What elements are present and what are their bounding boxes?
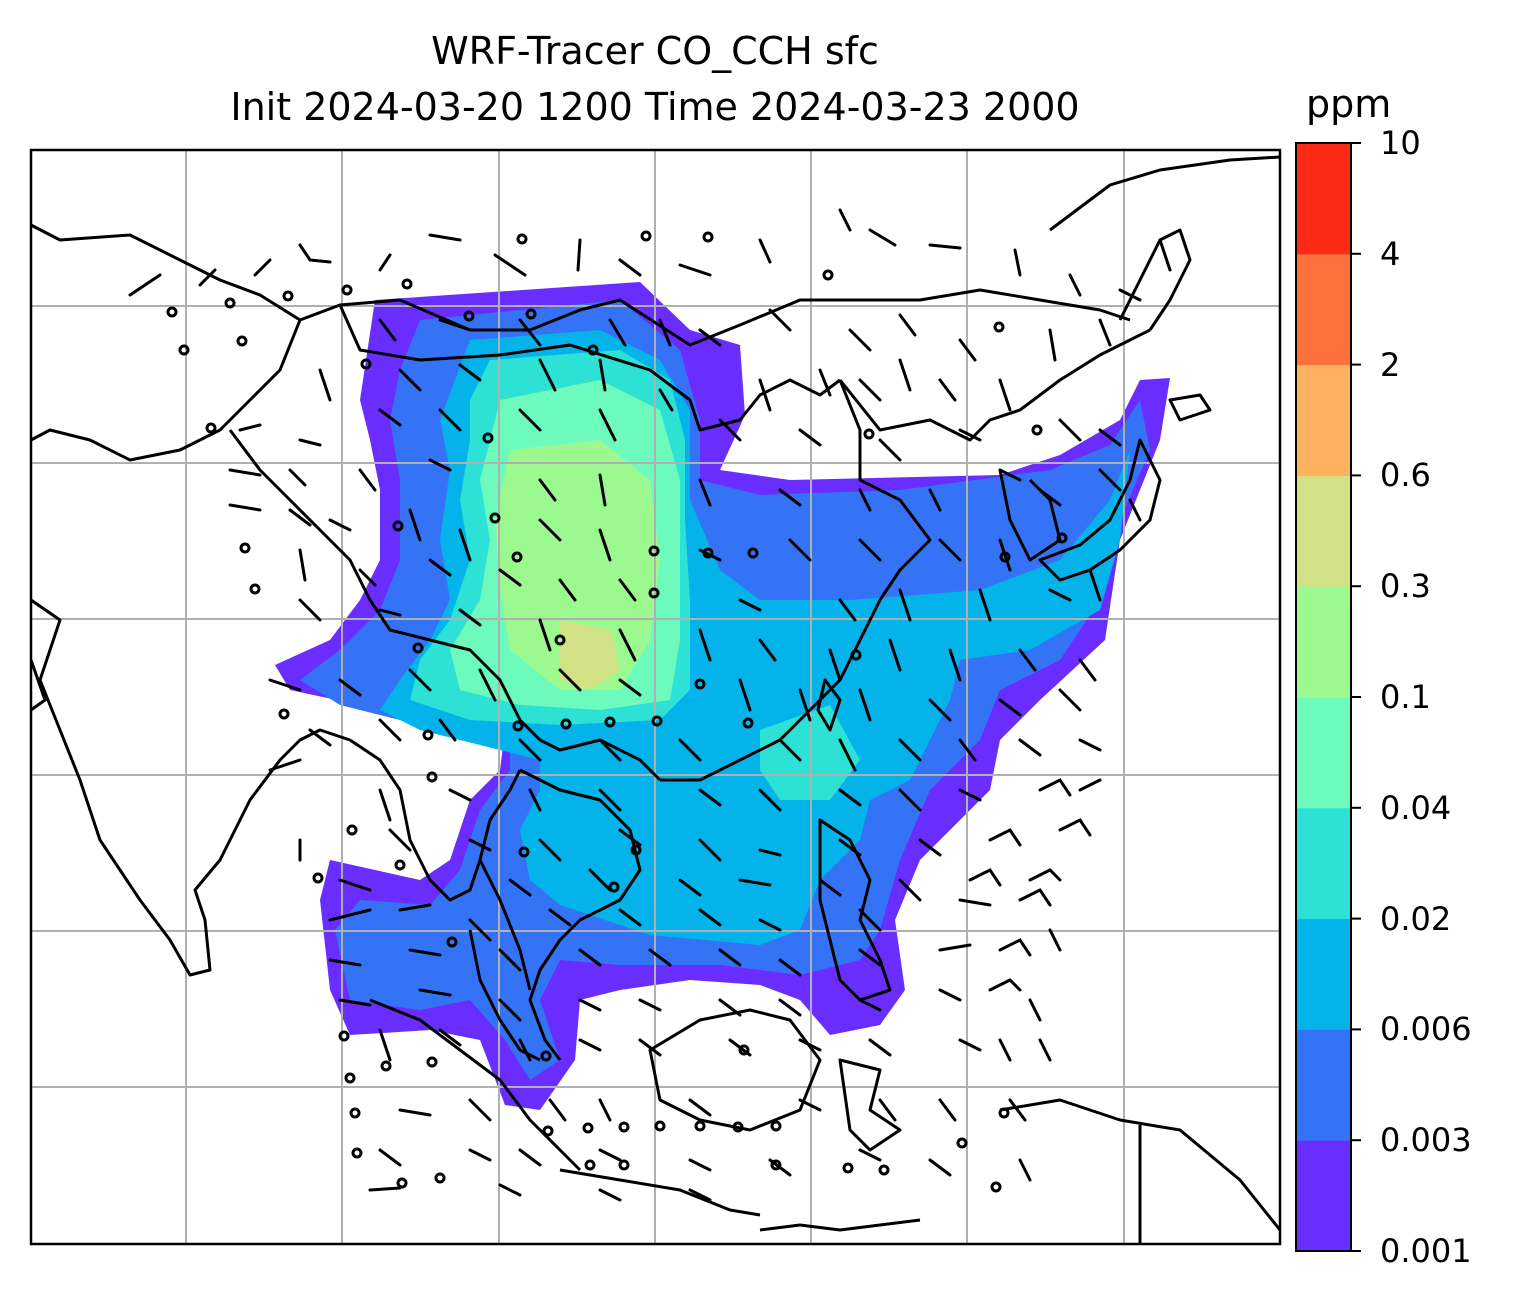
colorbar-tick-label: 0.04	[1380, 788, 1452, 827]
colorbar-bin-6	[1296, 475, 1351, 587]
colorbar-bin-1	[1296, 1029, 1351, 1141]
tracer-field	[275, 282, 1170, 1110]
map-title-line1: WRF-Tracer CO_CCH sfc	[431, 29, 879, 73]
colorbar-tick-label: 2	[1380, 345, 1401, 384]
calm-circles	[166, 230, 1068, 1193]
colorbar-bin-4	[1296, 697, 1351, 809]
colorbar-tick-label: 0.006	[1380, 1010, 1472, 1049]
colorbar-tick-label: 0.6	[1380, 456, 1431, 495]
colorbar-tick-label: 0.02	[1380, 899, 1452, 938]
colorbar-bin-7	[1296, 364, 1351, 476]
coastlines-and-borders	[31, 155, 1280, 1244]
colorbar-bin-5	[1296, 586, 1351, 698]
colorbar-bin-9	[1296, 143, 1351, 255]
colorbar-bin-8	[1296, 253, 1351, 366]
colorbar-tick-label: 0.001	[1380, 1232, 1472, 1270]
colorbar-tick-label: 0.3	[1380, 567, 1431, 606]
tracer-contour-0.3	[560, 620, 620, 690]
map-frame	[29, 148, 1282, 1246]
colorbar-tick-label: 4	[1380, 234, 1401, 273]
colorbar-bin-3	[1296, 807, 1351, 920]
colorbar-tick-label: 10	[1380, 124, 1421, 162]
colorbar-bin-0	[1296, 1140, 1351, 1252]
tracer-contour-0.1	[495, 440, 660, 690]
colorbar-tick-label: 0.003	[1380, 1121, 1472, 1160]
colorbar-tick-label: 0.1	[1380, 678, 1431, 716]
colorbar-bin-2	[1296, 918, 1351, 1030]
colorbar	[1295, 142, 1361, 1252]
map-title-line2: Init 2024-03-20 1200 Time 2024-03-23 200…	[230, 85, 1080, 129]
colorbar-unit: ppm	[1306, 82, 1392, 126]
